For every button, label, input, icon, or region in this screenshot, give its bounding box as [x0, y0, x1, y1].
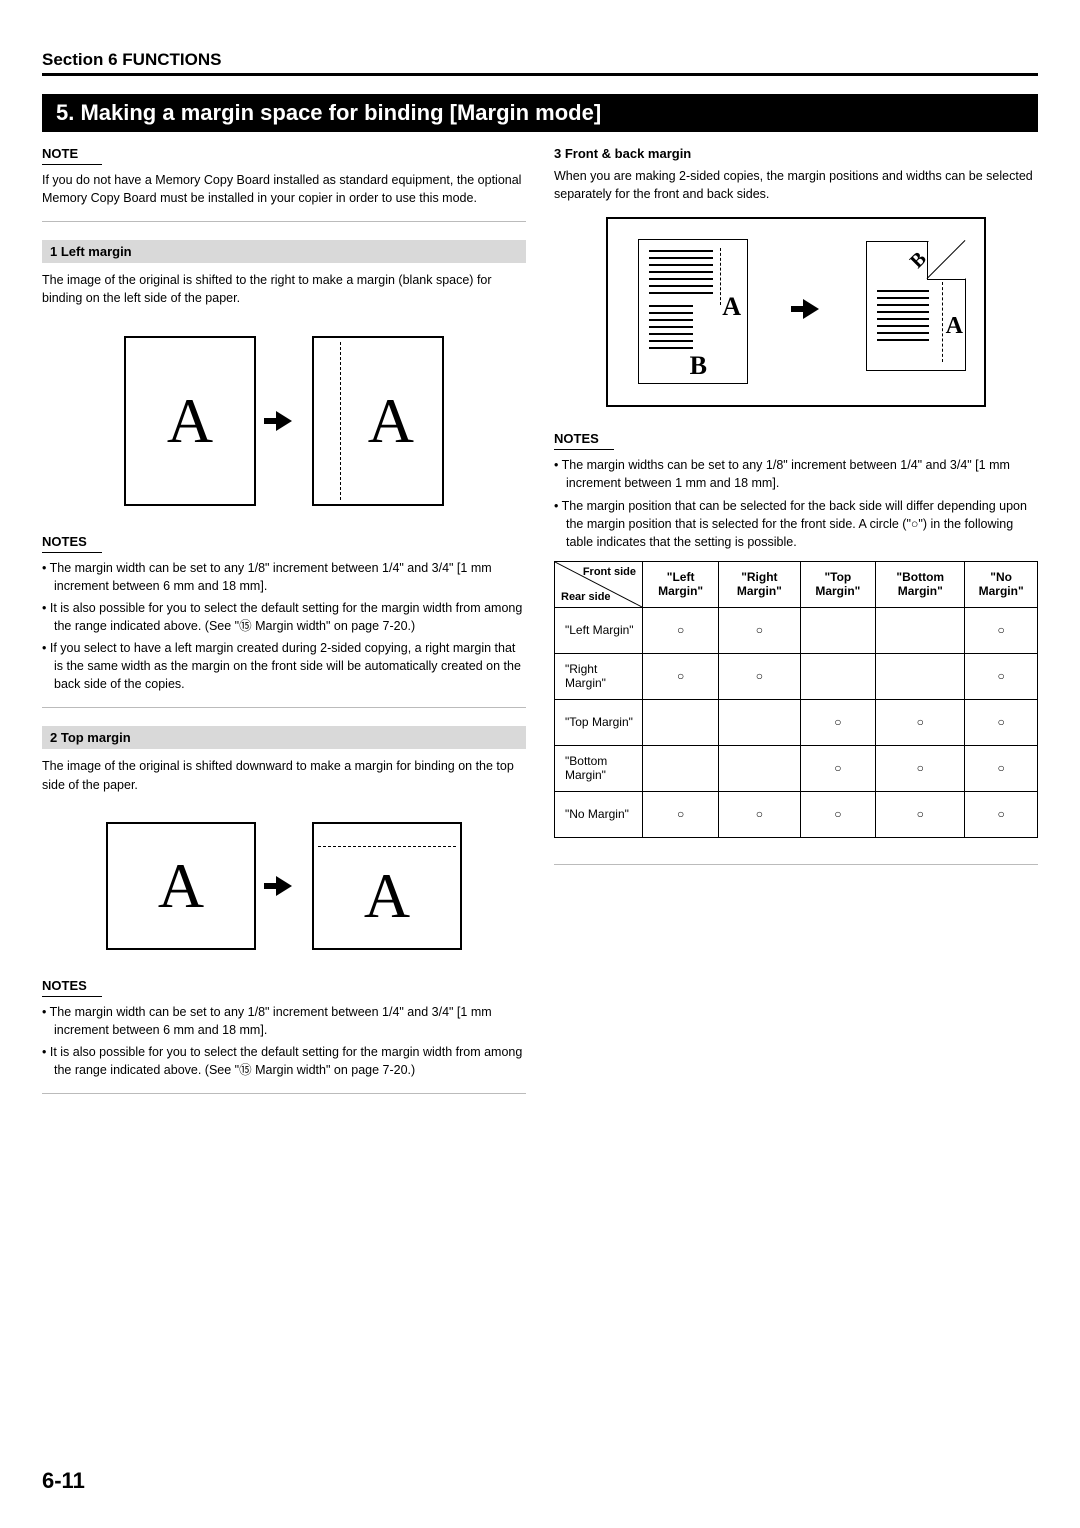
table-col-header: "Right Margin" — [719, 561, 800, 607]
diag-bot-label: Rear side — [561, 591, 611, 603]
table-row-header: "Top Margin" — [555, 699, 643, 745]
table-cell: ○ — [800, 699, 876, 745]
table-col-header: "Bottom Margin" — [876, 561, 965, 607]
table-cell: ○ — [643, 607, 719, 653]
divider — [554, 864, 1038, 865]
list-item: The margin width can be set to any 1/8" … — [42, 559, 526, 595]
diagram-letter: A — [158, 849, 204, 923]
notes-list-1: The margin width can be set to any 1/8" … — [42, 559, 526, 694]
table-row: "Bottom Margin" ○ ○ ○ — [555, 745, 1038, 791]
table-col-header: "Left Margin" — [643, 561, 719, 607]
table-row-header: "Left Margin" — [555, 607, 643, 653]
diagram-a-label: A — [946, 313, 963, 340]
page-number: 6-11 — [42, 1468, 85, 1494]
table-row: "Top Margin" ○ ○ ○ — [555, 699, 1038, 745]
table-cell: ○ — [800, 745, 876, 791]
table-cell: ○ — [965, 653, 1038, 699]
table-cell: ○ — [965, 607, 1038, 653]
section-header: Section 6 FUNCTIONS — [42, 50, 1038, 76]
notes-list-2: The margin width can be set to any 1/8" … — [42, 1003, 526, 1080]
subsection-3-title: 3 Front & back margin — [554, 146, 1038, 161]
table-cell: ○ — [965, 791, 1038, 837]
divider — [42, 221, 526, 222]
table-cell: ○ — [876, 791, 965, 837]
notes-label: NOTES — [554, 431, 614, 450]
left-margin-diagram: A A — [42, 336, 526, 506]
table-cell — [876, 653, 965, 699]
table-cell: ○ — [719, 607, 800, 653]
table-cell — [719, 699, 800, 745]
divider — [42, 707, 526, 708]
list-item: The margin position that can be selected… — [554, 497, 1038, 551]
diagram-letter: A — [364, 859, 410, 933]
notes-list-3: The margin widths can be set to any 1/8"… — [554, 456, 1038, 551]
diag-top-label: Front side — [583, 566, 636, 578]
table-row: "No Margin" ○ ○ ○ ○ ○ — [555, 791, 1038, 837]
table-row-header: "No Margin" — [555, 791, 643, 837]
margin-compatibility-table: Front side Rear side "Left Margin" "Righ… — [554, 561, 1038, 838]
table-cell — [800, 653, 876, 699]
table-cell — [800, 607, 876, 653]
table-cell: ○ — [965, 699, 1038, 745]
list-item: If you select to have a left margin crea… — [42, 639, 526, 693]
table-cell: ○ — [719, 653, 800, 699]
front-back-diagram: A B B A — [606, 217, 986, 407]
list-item: The margin widths can be set to any 1/8"… — [554, 456, 1038, 492]
table-row: "Right Margin" ○ ○ ○ — [555, 653, 1038, 699]
table-cell: ○ — [719, 791, 800, 837]
table-cell: ○ — [965, 745, 1038, 791]
diagram-a-label: A — [722, 292, 741, 322]
diagram-letter: A — [167, 384, 213, 458]
list-item: The margin width can be set to any 1/8" … — [42, 1003, 526, 1039]
subsection-3-text: When you are making 2-sided copies, the … — [554, 167, 1038, 203]
arrow-icon — [276, 876, 292, 896]
list-item: It is also possible for you to select th… — [42, 599, 526, 635]
subsection-2-text: The image of the original is shifted dow… — [42, 757, 526, 793]
subsection-1-text: The image of the original is shifted to … — [42, 271, 526, 307]
notes-label: NOTES — [42, 978, 102, 997]
folded-page-icon: B A — [866, 241, 966, 371]
table-cell: ○ — [876, 699, 965, 745]
arrow-icon — [276, 411, 292, 431]
notes-label: NOTES — [42, 534, 102, 553]
note-text: If you do not have a Memory Copy Board i… — [42, 171, 526, 207]
table-col-header: "Top Margin" — [800, 561, 876, 607]
table-col-header: "No Margin" — [965, 561, 1038, 607]
table-cell: ○ — [643, 791, 719, 837]
table-row-header: "Right Margin" — [555, 653, 643, 699]
table-cell — [643, 699, 719, 745]
table-cell: ○ — [876, 745, 965, 791]
subsection-2-title: 2 Top margin — [42, 726, 526, 749]
top-margin-diagram: A A — [42, 822, 526, 950]
two-column-layout: NOTE If you do not have a Memory Copy Bo… — [42, 146, 1038, 1108]
table-diag-header: Front side Rear side — [555, 561, 643, 607]
divider — [42, 1093, 526, 1094]
table-row: "Left Margin" ○ ○ ○ — [555, 607, 1038, 653]
table-cell — [719, 745, 800, 791]
note-label: NOTE — [42, 146, 102, 165]
arrow-icon — [803, 299, 819, 319]
right-column: 3 Front & back margin When you are makin… — [554, 146, 1038, 1108]
main-title: 5. Making a margin space for binding [Ma… — [42, 94, 1038, 132]
diagram-b-label: B — [690, 351, 707, 381]
left-column: NOTE If you do not have a Memory Copy Bo… — [42, 146, 526, 1108]
list-item: It is also possible for you to select th… — [42, 1043, 526, 1079]
diagram-letter: A — [368, 384, 414, 458]
table-cell: ○ — [643, 653, 719, 699]
table-row-header: "Bottom Margin" — [555, 745, 643, 791]
subsection-1-title: 1 Left margin — [42, 240, 526, 263]
table-cell — [876, 607, 965, 653]
table-cell — [643, 745, 719, 791]
table-cell: ○ — [800, 791, 876, 837]
